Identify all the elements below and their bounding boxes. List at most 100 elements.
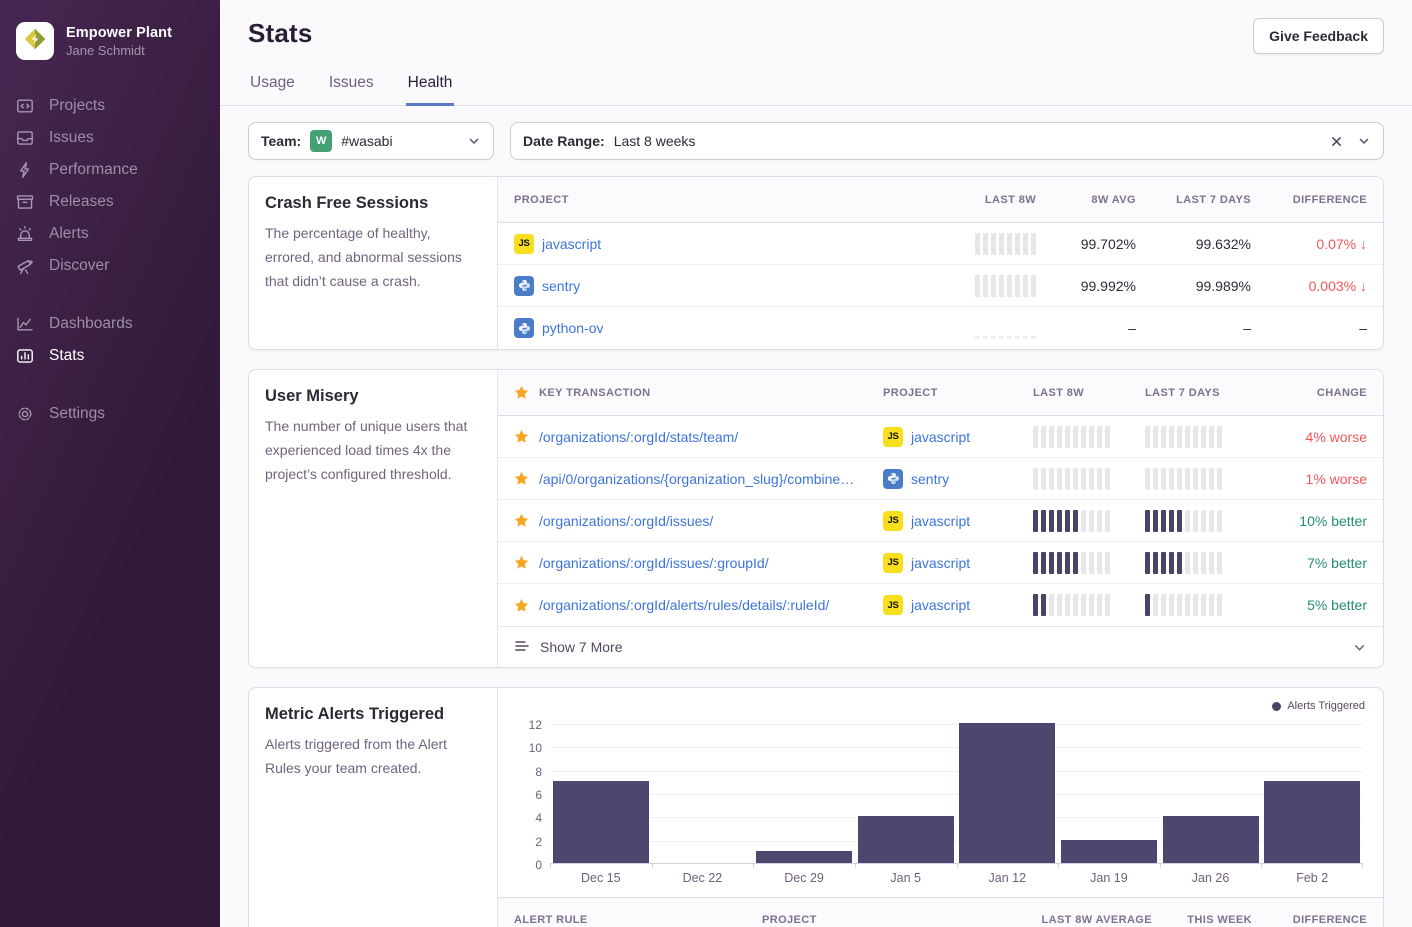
x-axis-label: Dec 29 xyxy=(753,871,855,885)
sidebar-item-stats[interactable]: Stats xyxy=(0,340,220,372)
spark-bar xyxy=(1193,552,1198,574)
user-misery-panel: User Misery The number of unique users t… xyxy=(248,369,1384,668)
last-7-days-cell xyxy=(1145,594,1257,616)
tab-issues[interactable]: Issues xyxy=(327,74,376,106)
spark-bar xyxy=(1089,552,1094,574)
project-cell: JS javascript xyxy=(883,511,1033,531)
y-axis-label: 10 xyxy=(514,741,542,755)
y-axis-label: 8 xyxy=(514,765,542,779)
spark-bar xyxy=(1033,510,1038,532)
give-feedback-button[interactable]: Give Feedback xyxy=(1253,18,1384,54)
transaction-link[interactable]: /organizations/:orgId/stats/team/ xyxy=(539,429,738,445)
show-more-button[interactable]: Show 7 More xyxy=(498,626,1383,667)
spark-bar xyxy=(991,233,996,255)
x-axis-label: Feb 2 xyxy=(1261,871,1363,885)
sidebar-item-issues[interactable]: Issues xyxy=(0,122,220,154)
sidebar-item-settings[interactable]: Settings xyxy=(0,398,220,430)
sidebar-item-alerts[interactable]: Alerts xyxy=(0,218,220,250)
spark-bar xyxy=(1145,468,1150,490)
star-icon[interactable] xyxy=(514,555,529,570)
chart-bar[interactable] xyxy=(959,723,1055,863)
sidebar-item-dashboards[interactable]: Dashboards xyxy=(0,308,220,340)
spark-bar xyxy=(1081,468,1086,490)
spark-bar xyxy=(1105,552,1110,574)
org-name: Empower Plant xyxy=(66,25,172,41)
star-icon[interactable] xyxy=(514,513,529,528)
sidebar-item-label: Settings xyxy=(49,405,105,423)
crash-free-title: Crash Free Sessions xyxy=(265,194,481,213)
spark-bar xyxy=(983,336,988,339)
star-icon[interactable] xyxy=(514,598,529,613)
date-range-label: Date Range: xyxy=(523,133,605,149)
project-cell: JSjavascript xyxy=(883,427,1033,447)
project-link[interactable]: javascript xyxy=(542,236,601,252)
table-row: sentry99.992%99.989%0.003% ↓ xyxy=(498,265,1383,307)
spark-bar xyxy=(1081,594,1086,616)
column-header-change: CHANGE xyxy=(1257,387,1367,399)
trend-sparkline xyxy=(1033,594,1145,616)
spark-bar xyxy=(1049,594,1054,616)
key-transaction-cell: /organizations/:orgId/issues/:groupId/ xyxy=(514,555,883,571)
y-axis-label: 12 xyxy=(514,718,542,732)
chart-bar[interactable] xyxy=(858,816,954,863)
sidebar-item-discover[interactable]: Discover xyxy=(0,250,220,282)
team-select[interactable]: Team: W #wasabi xyxy=(248,122,494,160)
user-misery-table-header: KEY TRANSACTIONPROJECTLAST 8WLAST 7 DAYS… xyxy=(498,370,1383,416)
x-axis-tick xyxy=(1058,863,1059,868)
last-8w-cell xyxy=(1033,468,1145,490)
spark-bar xyxy=(1065,468,1070,490)
javascript-platform-icon: JS xyxy=(514,234,534,254)
spark-bar xyxy=(1057,426,1062,448)
transaction-link[interactable]: /api/0/organizations/{organization_slug}… xyxy=(539,471,854,487)
transaction-link[interactable]: /organizations/:orgId/issues/ xyxy=(539,513,713,529)
project-link[interactable]: sentry xyxy=(911,471,949,487)
project-link[interactable]: python-ov xyxy=(542,320,603,336)
chart-bar[interactable] xyxy=(1264,781,1360,863)
javascript-platform-icon: JS xyxy=(883,511,903,531)
sidebar-item-performance[interactable]: Performance xyxy=(0,154,220,186)
tab-health[interactable]: Health xyxy=(406,74,455,106)
transaction-link[interactable]: /organizations/:orgId/issues/:groupId/ xyxy=(539,555,769,571)
spark-bar xyxy=(1007,336,1012,339)
trend-sparkline xyxy=(975,275,1036,297)
project-link[interactable]: sentry xyxy=(542,278,580,294)
table-row: /organizations/:orgId/stats/team/JSjavas… xyxy=(498,416,1383,458)
star-icon[interactable] xyxy=(514,429,529,444)
spark-bar xyxy=(1033,426,1038,448)
chart-bar[interactable] xyxy=(553,781,649,863)
spark-bar xyxy=(1105,594,1110,616)
column-header-project: PROJECT xyxy=(762,914,987,926)
spark-bar xyxy=(1193,468,1198,490)
last-7-days-cell xyxy=(1145,468,1257,490)
app-root: Empower Plant Jane Schmidt ProjectsIssue… xyxy=(0,0,1412,927)
spark-bar xyxy=(1097,552,1102,574)
org-switcher[interactable]: Empower Plant Jane Schmidt xyxy=(0,14,220,68)
spark-bar xyxy=(1193,594,1198,616)
javascript-platform-icon: JS xyxy=(883,595,903,615)
project-link[interactable]: javascript xyxy=(911,597,970,613)
dashboards-icon xyxy=(16,315,34,333)
date-range-select[interactable]: Date Range: Last 8 weeks xyxy=(510,122,1384,160)
table-row: python-ov––– xyxy=(498,307,1383,349)
tab-usage[interactable]: Usage xyxy=(248,74,297,106)
spark-bar xyxy=(1089,594,1094,616)
key-transaction-cell: /organizations/:orgId/alerts/rules/detai… xyxy=(514,597,883,613)
project-cell: JS javascript xyxy=(514,234,916,254)
project-link[interactable]: javascript xyxy=(911,513,970,529)
stats-icon xyxy=(16,347,34,365)
avg-value: 99.992% xyxy=(1036,278,1136,294)
sidebar-item-projects[interactable]: Projects xyxy=(0,90,220,122)
clear-date-range-icon[interactable] xyxy=(1330,135,1343,148)
sidebar-item-releases[interactable]: Releases xyxy=(0,186,220,218)
chart-bar[interactable] xyxy=(756,851,852,863)
transaction-link[interactable]: /organizations/:orgId/alerts/rules/detai… xyxy=(539,597,829,613)
spark-bar xyxy=(1169,468,1174,490)
y-axis-label: 4 xyxy=(514,811,542,825)
star-icon[interactable] xyxy=(514,471,529,486)
project-link[interactable]: javascript xyxy=(911,555,970,571)
table-row: /api/0/organizations/{organization_slug}… xyxy=(498,458,1383,500)
chart-bar[interactable] xyxy=(1061,840,1157,863)
last-7-days-cell xyxy=(1145,426,1257,448)
chart-bar[interactable] xyxy=(1163,816,1259,863)
project-link[interactable]: javascript xyxy=(911,429,970,445)
